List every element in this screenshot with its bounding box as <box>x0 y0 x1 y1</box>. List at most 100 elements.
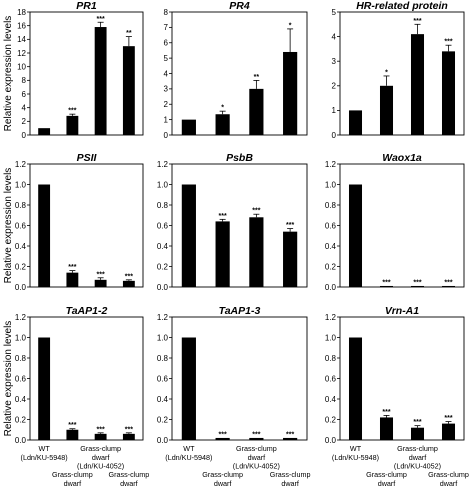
panel-3-bar-3 <box>410 34 425 135</box>
panel-7-title: TaAP1-2 <box>66 305 108 317</box>
panel-5-significance-4: *** <box>286 222 294 229</box>
panel-6-frame <box>339 163 465 288</box>
panel-9-category-3-line-3: (Ldn/KU-4052) <box>394 462 441 471</box>
panel-9-significance-4: *** <box>444 415 452 422</box>
panel-1-title: PR1 <box>76 0 97 12</box>
panel-8-category-1-line-2: (Ldn/KU-5948) <box>165 453 212 462</box>
panel-9-category-1-line-2: (Ldn/KU-5948) <box>332 453 379 462</box>
panel-9-bar-4 <box>441 423 456 440</box>
panel-7-category-4-line-2: dwarf <box>120 479 138 488</box>
panel-4-bar-2 <box>66 272 79 287</box>
panel-7-ytick-label-4: 0.8 <box>15 354 27 363</box>
panel-1-frame <box>29 11 144 136</box>
panel-6-ytick-label-3: 0.6 <box>325 221 337 230</box>
panel-7-category-2-line-2: dwarf <box>64 479 82 488</box>
panel-8-significance-4: *** <box>286 431 294 438</box>
panel-9-category-1-line-1: WT <box>350 444 362 453</box>
panel-2-bar-2 <box>215 114 230 135</box>
panel-1-bar-3 <box>94 27 107 135</box>
panel-1-ytick-label-1: 2 <box>22 117 27 126</box>
panel-6-ytick-label-2: 0.4 <box>325 242 337 251</box>
panel-7-category-1-line-1: WT <box>39 444 51 453</box>
panel-4-significance-3: *** <box>97 271 105 278</box>
panel-9-bar-1 <box>348 337 363 440</box>
panel-2-significance-3: ** <box>254 74 260 81</box>
panel-7-ytick-label-3: 0.6 <box>15 374 27 383</box>
panel-9-bar-3 <box>410 427 425 440</box>
panel-4-significance-4: *** <box>125 273 133 280</box>
panel-1-significance-3: *** <box>97 16 105 23</box>
panel-7-category-2-line-3: (Ldn/KU-2770) <box>49 488 96 489</box>
panel-8-significance-2: *** <box>219 431 227 438</box>
panel-4-ytick-label-4: 0.8 <box>15 201 27 210</box>
panel-6-ytick-label-1: 0.2 <box>325 262 337 271</box>
panel-8-category-1-line-1: WT <box>183 444 195 453</box>
panel-1-bar-4 <box>122 46 135 135</box>
panel-5-bar-2 <box>215 221 230 287</box>
panel-1-bar-2 <box>66 115 79 135</box>
panel-1-ytick-label-0: 0 <box>22 131 27 140</box>
panel-8-category-3-line-2: dwarf <box>248 453 266 462</box>
panel-9-significance-3: *** <box>413 419 421 426</box>
panel-4-title: PSII <box>77 152 98 164</box>
panel-8-ytick-label-2: 0.4 <box>157 395 169 404</box>
y-axis-label-row-3: Relative expression levels <box>3 321 14 437</box>
panel-7-significance-4: *** <box>125 426 133 433</box>
panel-5-ytick-label-4: 0.8 <box>157 201 169 210</box>
panel-9-ytick-label-5: 1.0 <box>325 333 337 342</box>
panel-8-title: TaAP1-3 <box>219 305 261 317</box>
panel-7-ytick-label-1: 0.2 <box>15 415 27 424</box>
panel-9-category-2-line-2: dwarf <box>378 479 396 488</box>
panel-8-ytick-label-0: 0.0 <box>157 436 169 445</box>
panel-4-ytick-label-2: 0.4 <box>15 242 27 251</box>
panel-9-title: Vrn-A1 <box>385 305 419 317</box>
panel-8-ytick-label-4: 0.8 <box>157 354 169 363</box>
panel-8-category-2-line-2: dwarf <box>214 479 232 488</box>
panel-7-category-3-line-1: Grass-clump <box>80 444 121 453</box>
panel-9-category-4-line-3: (Ldn/KU-5949) <box>425 488 472 489</box>
panel-8-category-2-line-3: (Ldn/KU-2770) <box>199 488 246 489</box>
panel-2-ytick-label-2: 2 <box>164 100 169 109</box>
panel-5-title: PsbB <box>226 152 253 164</box>
panel-9-category-2-line-1: Grass-clump <box>366 470 407 479</box>
panel-4-ytick-label-5: 1.0 <box>15 180 27 189</box>
panel-2-ytick-label-6: 6 <box>164 39 169 48</box>
panel-9-ytick-label-3: 0.6 <box>325 374 337 383</box>
panel-5-ytick-label-5: 1.0 <box>157 180 169 189</box>
panel-9-ytick-label-2: 0.4 <box>325 395 337 404</box>
panel-7-ytick-label-5: 1.0 <box>15 333 27 342</box>
panel-3-significance-2: * <box>385 69 388 76</box>
panel-3-bar-1 <box>348 110 363 135</box>
panel-9-ytick-label-1: 0.2 <box>325 415 337 424</box>
panel-2-ytick-label-0: 0 <box>164 131 169 140</box>
panel-3-ytick-label-4: 4 <box>332 32 337 41</box>
panel-6-ytick-label-5: 1.0 <box>325 180 337 189</box>
panel-7-bar-3 <box>94 433 107 440</box>
panel-1-ytick-label-9: 18 <box>17 8 26 17</box>
panel-5-ytick-label-6: 1.2 <box>157 160 169 169</box>
panel-4-ytick-label-1: 0.2 <box>15 262 27 271</box>
panel-7-significance-3: *** <box>97 426 105 433</box>
panel-9-category-4-line-1: Grass-clump <box>428 470 469 479</box>
panel-6-ytick-label-0: 0.0 <box>325 283 337 292</box>
panel-7-ytick-label-0: 0.0 <box>15 436 27 445</box>
y-axis-label-row-2: Relative expression levels <box>3 168 14 284</box>
panel-6-ytick-label-4: 0.8 <box>325 201 337 210</box>
panel-6-significance-4: *** <box>444 279 452 286</box>
panel-9-ytick-label-0: 0.0 <box>325 436 337 445</box>
panel-7-category-4-line-3: (Ldn/KU-5949) <box>105 488 152 489</box>
panel-2-ytick-label-8: 8 <box>164 8 169 17</box>
panel-1-ytick-label-7: 14 <box>17 35 26 44</box>
panel-8-category-3-line-3: (Ldn/KU-4052) <box>233 462 280 471</box>
panel-8-ytick-label-6: 1.2 <box>157 313 169 322</box>
panel-6-significance-3: *** <box>413 279 421 286</box>
panel-8-significance-3: *** <box>252 431 260 438</box>
panel-6-bar-3 <box>410 285 425 287</box>
y-axis-label-row-1: Relative expression levels <box>3 16 14 132</box>
panel-9-ytick-label-4: 0.8 <box>325 354 337 363</box>
panel-4-bar-1 <box>38 184 51 287</box>
panel-4-frame <box>29 163 144 288</box>
panel-3-ytick-label-2: 2 <box>332 82 337 91</box>
panel-2-ytick-label-1: 1 <box>164 115 169 124</box>
panel-2-bar-1 <box>181 119 196 135</box>
